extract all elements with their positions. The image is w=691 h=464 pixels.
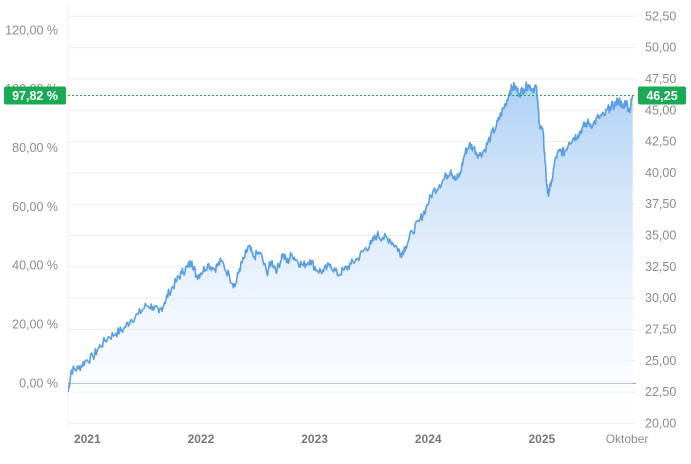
right-tick-label: 50,00 (645, 41, 676, 55)
left-tick-label: 80,00 % (12, 141, 58, 155)
right-price-axis: 52,50 50,00 47,50 45,00 42,50 40,00 37,50 35,00… (645, 9, 676, 430)
right-tick-label: 30,00 (645, 291, 676, 305)
current-price-badge (638, 86, 686, 105)
right-tick-label: 25,00 (645, 354, 676, 368)
right-tick-label: 32,50 (645, 260, 676, 274)
right-tick-label: 27,50 (645, 323, 676, 337)
right-tick-label: 37,50 (645, 197, 676, 211)
right-tick-label: 42,50 (645, 135, 676, 149)
right-tick-label: 40,00 (645, 166, 676, 180)
left-tick-label: 60,00 % (12, 200, 58, 214)
x-tick-label: 2023 (301, 432, 328, 446)
current-percent-badge (4, 86, 66, 105)
left-percent-axis: 120,00 %100,00 %80,00 %60,00 %40,00 %20,… (5, 23, 58, 390)
series-line (68, 81, 634, 393)
right-tick-label: 52,50 (645, 9, 676, 23)
x-tick-label: 2024 (415, 432, 442, 446)
left-tick-label: 40,00 % (12, 259, 58, 273)
series-area-fill (68, 81, 633, 426)
right-tick-label: 45,00 (645, 103, 676, 117)
current-value-marker: 97,82 % 46,25 (4, 86, 686, 105)
x-axis: 2021 2022 2023 2024 2025 Oktober (74, 432, 648, 446)
left-tick-label: 0,00 % (19, 376, 58, 390)
right-tick-label: 47,50 (645, 72, 676, 86)
x-tick-label: 2021 (74, 432, 101, 446)
right-tick-label: 35,00 (645, 229, 676, 243)
area-layer (68, 81, 636, 426)
current-price-label: 46,25 (646, 89, 677, 103)
right-tick-label: 22,50 (645, 385, 676, 399)
x-tick-label: 2022 (188, 432, 215, 446)
left-tick-label: 120,00 % (5, 23, 58, 37)
right-tick-label: 20,00 (645, 416, 676, 430)
left-tick-label: 20,00 % (12, 318, 58, 332)
x-tick-label: Oktober (606, 432, 649, 446)
current-percent-label: 97,82 % (12, 89, 58, 103)
x-tick-label: 2025 (528, 432, 555, 446)
